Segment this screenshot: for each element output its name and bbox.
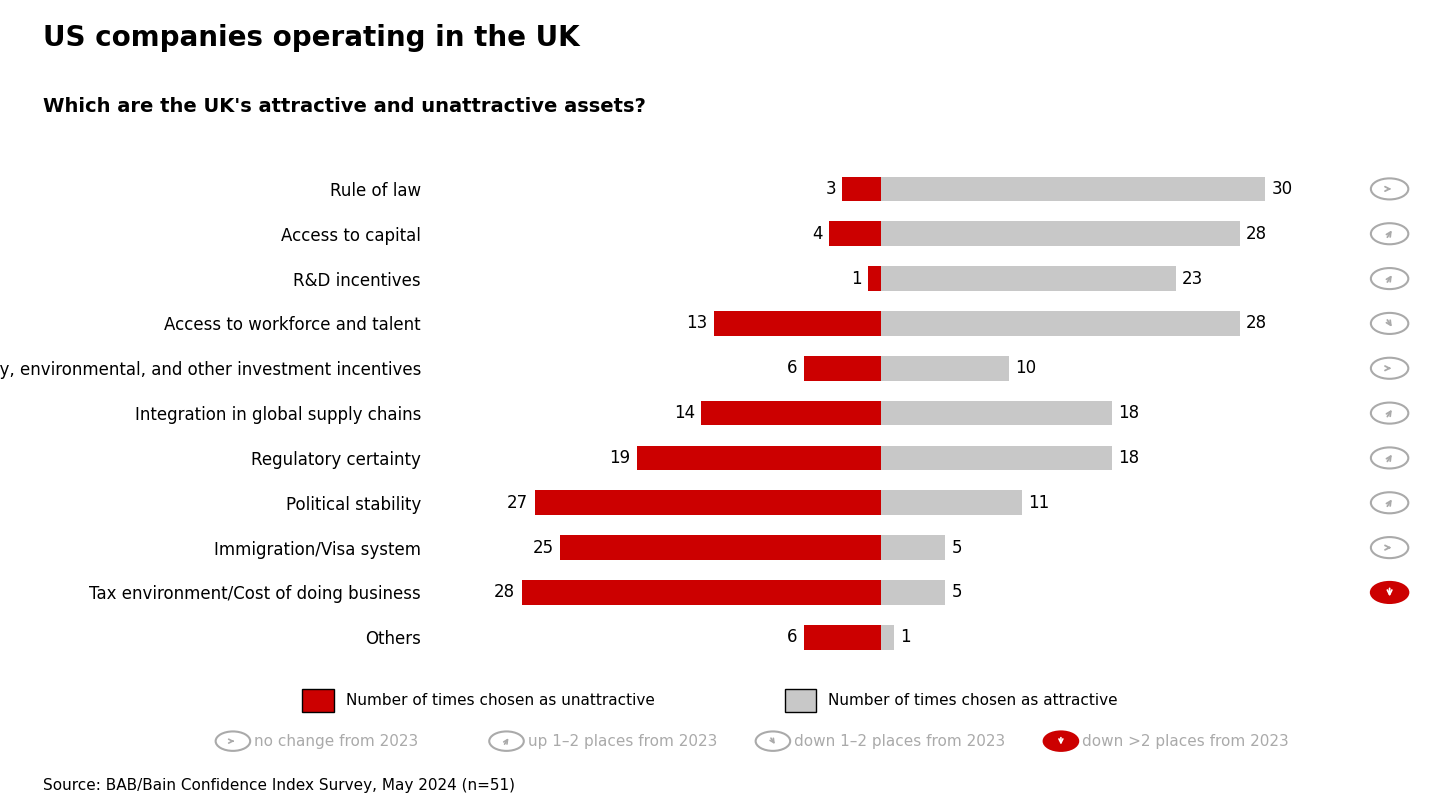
Text: Number of times chosen as attractive: Number of times chosen as attractive — [828, 693, 1117, 708]
Bar — [881, 580, 945, 605]
Text: 1: 1 — [900, 629, 910, 646]
Bar — [804, 625, 881, 650]
Text: 18: 18 — [1117, 404, 1139, 422]
Text: down 1–2 places from 2023: down 1–2 places from 2023 — [795, 734, 1005, 748]
Text: 23: 23 — [1182, 270, 1204, 288]
Text: 28: 28 — [1246, 314, 1267, 332]
Bar — [534, 490, 881, 515]
Text: 6: 6 — [786, 360, 798, 377]
Bar — [881, 311, 1240, 336]
Bar — [881, 356, 1009, 381]
Text: 11: 11 — [1028, 494, 1050, 512]
Bar — [521, 580, 881, 605]
Bar — [842, 177, 881, 201]
Text: 28: 28 — [494, 583, 516, 602]
Text: 5: 5 — [952, 583, 962, 602]
Bar — [881, 221, 1240, 246]
Text: 5: 5 — [952, 539, 962, 556]
Bar — [881, 625, 894, 650]
Bar — [881, 266, 1175, 291]
Text: 27: 27 — [507, 494, 528, 512]
Bar — [868, 266, 881, 291]
Text: 28: 28 — [1246, 224, 1267, 243]
Text: 18: 18 — [1117, 449, 1139, 467]
Text: no change from 2023: no change from 2023 — [255, 734, 419, 748]
Text: up 1–2 places from 2023: up 1–2 places from 2023 — [527, 734, 717, 748]
Bar — [881, 490, 1022, 515]
Bar — [701, 401, 881, 425]
Text: 4: 4 — [812, 224, 824, 243]
Bar — [881, 401, 1112, 425]
Bar — [881, 535, 945, 560]
Text: down >2 places from 2023: down >2 places from 2023 — [1083, 734, 1289, 748]
Text: 25: 25 — [533, 539, 554, 556]
Text: Number of times chosen as unattractive: Number of times chosen as unattractive — [346, 693, 654, 708]
Text: 30: 30 — [1272, 180, 1293, 198]
Bar — [881, 177, 1266, 201]
Text: 10: 10 — [1015, 360, 1037, 377]
Text: 1: 1 — [851, 270, 861, 288]
Bar — [560, 535, 881, 560]
Bar — [714, 311, 881, 336]
Text: Which are the UK's attractive and unattractive assets?: Which are the UK's attractive and unattr… — [43, 97, 647, 116]
Bar — [829, 221, 881, 246]
Text: 19: 19 — [609, 449, 631, 467]
Bar — [804, 356, 881, 381]
Text: Source: BAB/Bain Confidence Index Survey, May 2024 (n=51): Source: BAB/Bain Confidence Index Survey… — [43, 778, 516, 793]
Bar — [881, 446, 1112, 471]
Text: US companies operating in the UK: US companies operating in the UK — [43, 24, 580, 53]
Text: 13: 13 — [687, 314, 707, 332]
Text: 14: 14 — [674, 404, 696, 422]
Text: 3: 3 — [825, 180, 835, 198]
Text: 6: 6 — [786, 629, 798, 646]
Bar — [636, 446, 881, 471]
